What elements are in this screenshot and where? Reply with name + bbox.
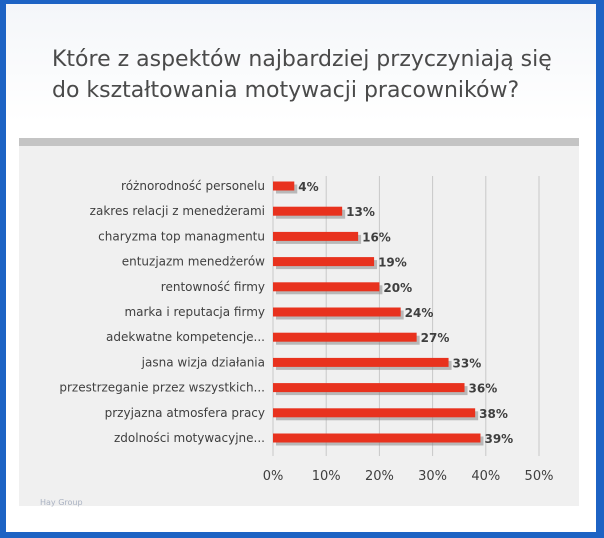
category-label: entuzjazm menedżerów: [122, 255, 265, 269]
title-band: [6, 4, 596, 122]
data-label: 36%: [469, 382, 498, 396]
slide: Które z aspektów najbardziej przyczyniaj…: [6, 4, 596, 532]
category-label: zdolności motywacyjne...: [114, 431, 265, 445]
bar-chart: różnorodność personelu 4% zakres relacji z…: [59, 176, 554, 484]
category-label: różnorodność personelu: [121, 179, 265, 193]
category-label: przyjazna atmosfera pracy: [105, 406, 265, 420]
data-label: 16%: [362, 230, 391, 244]
data-label: 4%: [298, 180, 318, 194]
bar: [273, 332, 417, 342]
data-label: 33%: [453, 356, 482, 370]
category-label: przestrzeganie przez wszystkich...: [59, 381, 265, 395]
data-label: 13%: [346, 205, 375, 219]
x-tick-label: 50%: [525, 469, 554, 484]
bar: [273, 433, 481, 443]
slide-title: Które z aspektów najbardziej przyczyniaj…: [52, 47, 552, 103]
bar: [273, 357, 449, 367]
bar: [273, 206, 343, 216]
bar: [273, 181, 295, 191]
data-label: 38%: [479, 407, 508, 421]
data-label: 27%: [421, 331, 450, 345]
bar: [273, 282, 380, 292]
x-tick-label: 0%: [263, 469, 284, 484]
category-label: adekwatne kompetencje...: [106, 330, 265, 344]
data-label: 19%: [378, 256, 407, 270]
bar: [273, 408, 476, 418]
source-logo: Hay Group: [40, 498, 83, 507]
data-label: 24%: [405, 306, 434, 320]
chart-panel: różnorodność personelu 4% zakres relacji z…: [19, 138, 579, 506]
bar: [273, 231, 359, 241]
data-label: 20%: [383, 281, 412, 295]
category-label: zakres relacji z menedżerami: [90, 204, 265, 218]
bar: [273, 257, 375, 267]
x-tick-label: 30%: [418, 469, 447, 484]
x-tick-label: 20%: [365, 469, 394, 484]
data-label: 39%: [484, 432, 513, 446]
bar: [273, 307, 401, 317]
bar: [273, 383, 465, 393]
x-tick-label: 10%: [312, 469, 341, 484]
category-label: charyzma top managmentu: [98, 229, 265, 243]
x-tick-label: 40%: [471, 469, 500, 484]
category-label: rentowność firmy: [161, 280, 265, 294]
category-label: marka i reputacja firmy: [124, 305, 265, 319]
category-label: jasna wizja działania: [141, 355, 265, 369]
